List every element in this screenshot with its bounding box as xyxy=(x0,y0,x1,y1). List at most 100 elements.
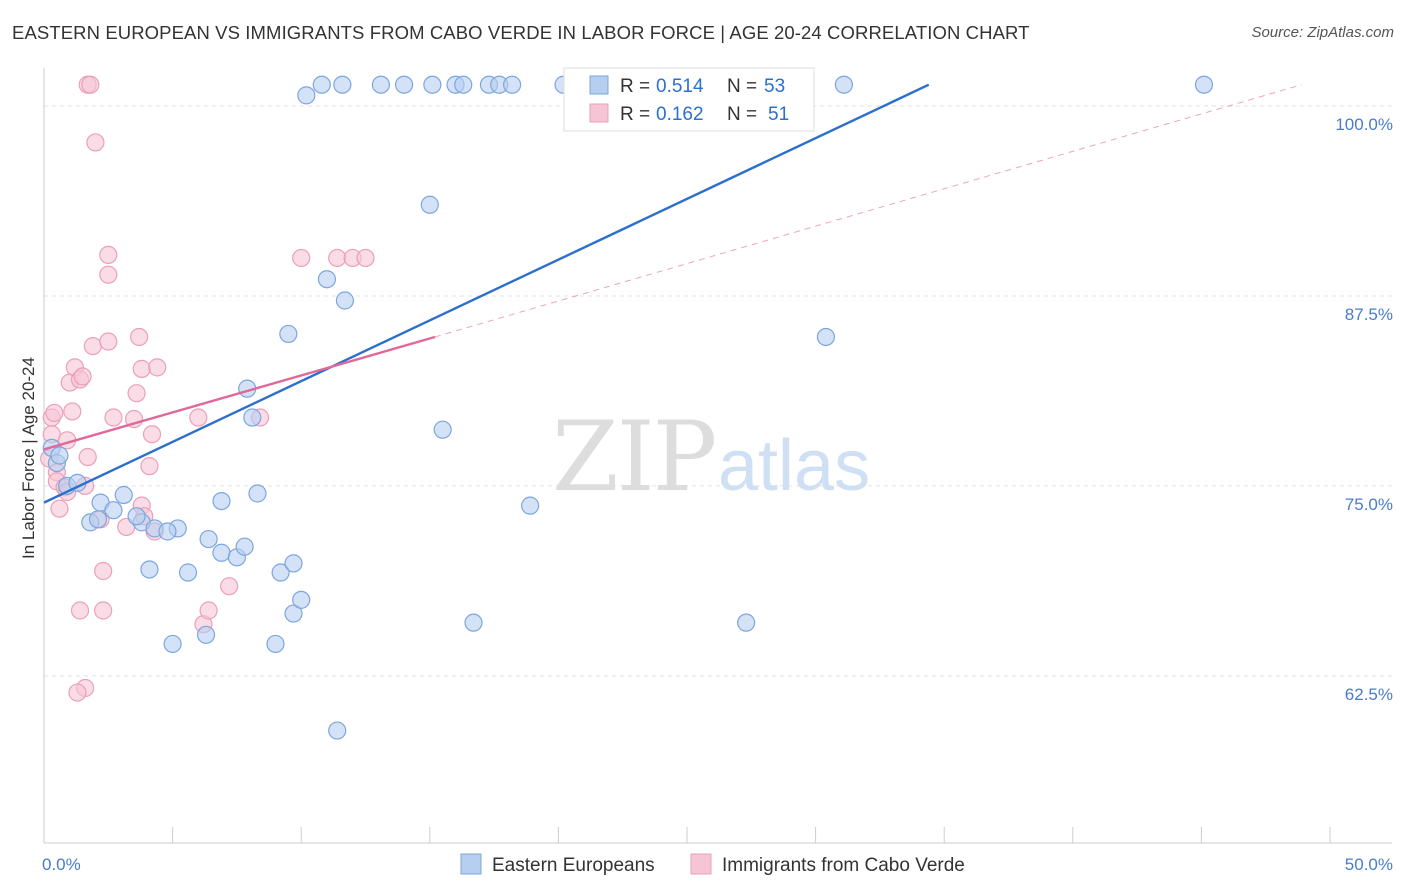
eastern-europeans-point xyxy=(317,270,337,289)
eastern-europeans-point xyxy=(433,420,452,439)
eastern-europeans-point xyxy=(454,75,473,94)
bottom-legend-label-pink: Immigrants from Cabo Verde xyxy=(722,855,965,876)
eastern-europeans-point xyxy=(328,721,347,740)
cabo-verde-point xyxy=(94,561,113,581)
eastern-europeans-point xyxy=(114,485,133,505)
legend-n-label-blue: N = xyxy=(727,76,757,97)
legend-swatch-pink xyxy=(589,103,609,123)
cabo-verde-point xyxy=(83,336,102,356)
eastern-europeans-point xyxy=(196,625,216,644)
cabo-verde-point xyxy=(73,367,92,386)
legend-n-value-blue: 53 xyxy=(764,76,785,97)
bottom-legend-swatch-pink xyxy=(690,853,712,875)
eastern-europeans-point xyxy=(88,510,108,529)
eastern-europeans-point xyxy=(521,496,540,515)
legend-n-value-pink: 51 xyxy=(768,104,789,125)
eastern-europeans-point xyxy=(284,604,303,623)
eastern-europeans-point xyxy=(737,613,756,632)
source-credit: Source: ZipAtlas.com xyxy=(1251,24,1394,41)
cabo-verde-point xyxy=(132,359,151,378)
eastern-europeans-point xyxy=(199,529,218,549)
y-tick-label: 100.0% xyxy=(1335,115,1393,134)
eastern-europeans-point xyxy=(271,563,290,582)
y-tick-label: 75.0% xyxy=(1345,495,1393,514)
legend-r-label-blue: R = xyxy=(620,76,650,97)
cabo-verde-point xyxy=(292,248,311,268)
eastern-europeans-point xyxy=(178,563,198,582)
eastern-europeans-point xyxy=(335,291,355,310)
cabo-verde-point xyxy=(142,425,162,444)
legend-r-value-pink: 0.162 xyxy=(656,104,704,125)
y-axis-label: In Labor Force | Age 20-24 xyxy=(19,357,38,559)
legend-r-value-blue: 0.514 xyxy=(656,76,704,97)
eastern-europeans-point xyxy=(292,590,311,609)
eastern-europeans-trend-line xyxy=(43,83,930,504)
x-tick-label: 50.0% xyxy=(1345,855,1393,874)
legend: R = 0.514 N = 53 R = 0.162 N = 51 xyxy=(563,67,815,132)
watermark-zip: ZIP xyxy=(552,401,715,513)
cabo-verde-point xyxy=(328,248,347,268)
cabo-verde-point xyxy=(45,403,64,423)
legend-r-label-pink: R = xyxy=(620,104,650,125)
cabo-verde-point xyxy=(86,133,105,152)
bottom-legend-swatch-blue xyxy=(460,853,482,875)
cabo-verde-point xyxy=(199,601,218,620)
chart-title: EASTERN EUROPEAN VS IMMIGRANTS FROM CABO… xyxy=(12,22,1030,43)
cabo-verde-point xyxy=(78,447,97,467)
watermark: ZIP atlas xyxy=(552,401,870,513)
tick-labels: 62.5% 75.0% 87.5% 100.0% 0.0% 50.0% xyxy=(42,115,1393,874)
legend-swatch-blue xyxy=(589,75,609,95)
eastern-europeans-point xyxy=(464,613,483,632)
eastern-europeans-point xyxy=(312,75,331,94)
eastern-europeans-point xyxy=(371,75,391,94)
eastern-europeans-point xyxy=(1194,75,1214,94)
eastern-europeans-point xyxy=(816,327,835,347)
cabo-verde-point xyxy=(94,601,113,620)
cabo-verde-point xyxy=(68,683,87,702)
y-tick-label: 87.5% xyxy=(1345,305,1393,324)
eastern-europeans-point xyxy=(284,554,303,573)
eastern-europeans-point xyxy=(212,491,231,511)
cabo-verde-trend-line xyxy=(43,335,436,451)
eastern-europeans-point xyxy=(243,408,262,427)
y-tick-label: 62.5% xyxy=(1345,685,1393,704)
cabo-verde-trend-extension xyxy=(434,84,1302,338)
cabo-verde-point xyxy=(104,408,123,427)
eastern-europeans-point xyxy=(423,75,442,94)
cabo-verde-point xyxy=(99,265,118,284)
grid-lines xyxy=(44,105,1392,677)
cabo-verde-point xyxy=(220,577,239,596)
eastern-europeans-point xyxy=(50,446,69,465)
eastern-europeans-point xyxy=(394,75,414,94)
eastern-europeans-point xyxy=(297,86,316,105)
eastern-europeans-point xyxy=(158,522,177,541)
eastern-europeans-point xyxy=(834,75,853,94)
cabo-verde-point xyxy=(81,75,100,94)
bottom-legend-label-blue: Eastern Europeans xyxy=(492,855,655,876)
data-points xyxy=(40,75,1214,740)
cabo-verde-point xyxy=(99,245,118,265)
eastern-europeans-point xyxy=(279,324,298,344)
cabo-verde-point xyxy=(140,457,159,476)
eastern-europeans-point xyxy=(127,507,146,526)
cabo-verde-point xyxy=(70,601,90,620)
eastern-europeans-point xyxy=(266,634,285,654)
eastern-europeans-point xyxy=(212,543,231,562)
legend-n-label-pink: N = xyxy=(727,104,757,125)
cabo-verde-point xyxy=(99,332,118,351)
cabo-verde-point xyxy=(148,358,167,377)
eastern-europeans-point xyxy=(503,75,522,94)
cabo-verde-point xyxy=(189,408,208,427)
cabo-verde-point xyxy=(127,384,146,403)
bottom-legend: Eastern Europeans Immigrants from Cabo V… xyxy=(460,853,965,876)
cabo-verde-point xyxy=(356,248,375,268)
cabo-verde-point xyxy=(63,402,82,421)
eastern-europeans-point xyxy=(333,75,352,94)
eastern-europeans-point xyxy=(140,560,159,579)
watermark-atlas: atlas xyxy=(718,426,870,506)
eastern-europeans-point xyxy=(163,634,182,654)
trend-lines xyxy=(43,83,1302,504)
eastern-europeans-point xyxy=(420,195,439,214)
eastern-europeans-point xyxy=(248,484,267,503)
